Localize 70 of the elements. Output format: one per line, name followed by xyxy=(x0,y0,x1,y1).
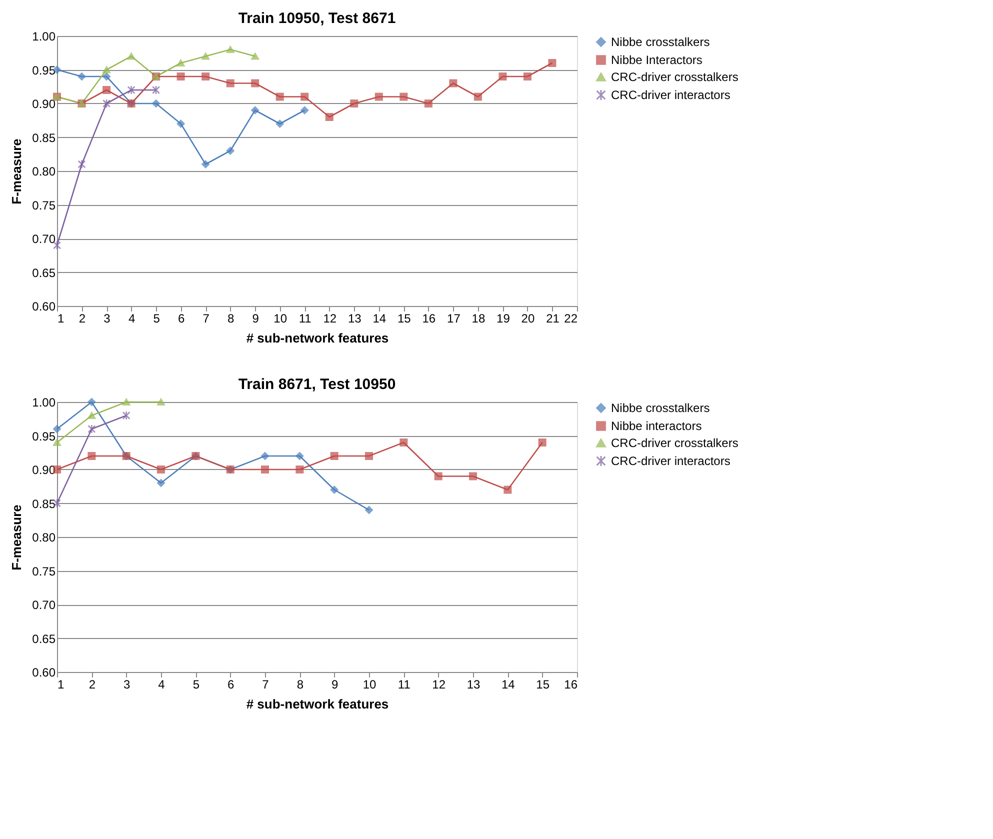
y-tick-label: 0.75 xyxy=(32,198,56,212)
legend-label: CRC-driver interactors xyxy=(611,88,730,102)
y-tick-label: 0.90 xyxy=(32,463,56,477)
x-tick-label: 6 xyxy=(227,678,234,692)
x-tick-label: 5 xyxy=(153,312,160,326)
x-tick-label: 14 xyxy=(372,312,386,326)
x-tick-label: 4 xyxy=(158,678,166,692)
x-tick-label: 8 xyxy=(227,312,234,326)
x-tick-label: 4 xyxy=(128,312,136,326)
y-tick-label: 0.70 xyxy=(32,232,56,246)
x-tick-label: 17 xyxy=(447,312,461,326)
x-tick-label: 8 xyxy=(296,678,304,692)
x-tick-label: 16 xyxy=(564,678,578,692)
legend-label: Nibbe crosstalkers xyxy=(611,35,710,49)
x-tick-label: 11 xyxy=(298,312,312,326)
x-axis-title: # sub-network features xyxy=(246,696,389,712)
y-tick-label: 0.75 xyxy=(32,564,56,578)
x-tick-label: 21 xyxy=(546,312,560,326)
y-tick-label: 0.65 xyxy=(32,632,56,646)
x-tick-label: 10 xyxy=(274,312,288,326)
legend-label: Nibbe crosstalkers xyxy=(611,401,710,415)
x-tick-label: 3 xyxy=(104,312,111,326)
y-tick-label: 1.00 xyxy=(32,396,56,410)
y-tick-label: 0.70 xyxy=(32,598,56,612)
x-tick-label: 16 xyxy=(422,312,436,326)
x-tick-label: 15 xyxy=(536,678,550,692)
y-tick-label: 0.60 xyxy=(32,300,56,314)
x-tick-label: 2 xyxy=(88,678,96,692)
x-tick-label: 7 xyxy=(262,678,270,692)
x-tick-label: 13 xyxy=(466,678,480,692)
y-tick-label: 0.95 xyxy=(32,63,56,78)
x-tick-label: 7 xyxy=(202,312,210,326)
chart-title: Train 10950, Test 8671 xyxy=(238,10,396,27)
y-tick-label: 0.85 xyxy=(32,496,56,511)
y-tick-label: 1.00 xyxy=(32,30,56,44)
y-tick-label: 0.60 xyxy=(32,666,56,680)
y-tick-label: 0.80 xyxy=(32,530,56,544)
x-axis-title: # sub-network features xyxy=(246,330,389,346)
x-tick-label: 22 xyxy=(564,312,578,326)
x-tick-label: 6 xyxy=(178,312,185,326)
x-tick-label: 12 xyxy=(323,312,337,326)
x-tick-label: 9 xyxy=(252,312,260,326)
y-axis-title: F-measure xyxy=(9,504,24,570)
y-axis-title: F-measure xyxy=(9,138,24,204)
y-tick-label: 0.65 xyxy=(32,266,56,280)
x-tick-label: 15 xyxy=(397,312,412,326)
x-tick-label: 1 xyxy=(58,678,64,692)
legend-label: CRC-driver crosstalkers xyxy=(611,436,738,450)
legend-label: Nibbe interactors xyxy=(611,419,702,433)
legend-label: Nibbe Interactors xyxy=(611,53,702,67)
x-tick-label: 13 xyxy=(348,312,362,326)
x-tick-label: 20 xyxy=(521,312,535,326)
x-tick-label: 10 xyxy=(362,678,376,692)
y-tick-label: 0.95 xyxy=(32,429,56,444)
legend-label: CRC-driver interactors xyxy=(611,454,730,468)
y-tick-label: 0.80 xyxy=(32,164,56,178)
x-tick-label: 11 xyxy=(398,678,411,692)
x-tick-label: 1 xyxy=(58,312,64,326)
y-tick-label: 0.90 xyxy=(32,97,56,111)
legend-label: CRC-driver crosstalkers xyxy=(611,70,738,84)
x-tick-label: 14 xyxy=(501,678,516,692)
x-tick-label: 19 xyxy=(496,312,510,326)
x-tick-label: 5 xyxy=(192,678,200,692)
x-tick-label: 9 xyxy=(331,678,338,692)
x-tick-label: 12 xyxy=(432,678,446,692)
x-tick-label: 18 xyxy=(472,312,486,326)
y-tick-label: 0.85 xyxy=(32,130,56,145)
x-tick-label: 3 xyxy=(123,678,130,692)
x-tick-label: 2 xyxy=(78,312,86,326)
chart-title: Train 8671, Test 10950 xyxy=(238,376,396,393)
